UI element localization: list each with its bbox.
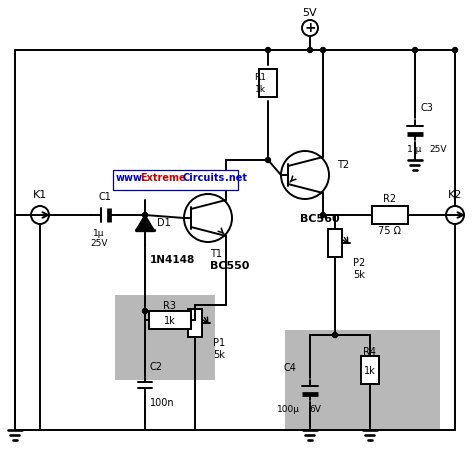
Text: 1k: 1k xyxy=(255,85,266,94)
Text: K1: K1 xyxy=(33,190,47,200)
Text: BC560: BC560 xyxy=(300,214,340,224)
Text: C1: C1 xyxy=(99,192,111,202)
Text: C2: C2 xyxy=(150,362,163,372)
Text: P2: P2 xyxy=(353,258,365,268)
Text: T2: T2 xyxy=(337,160,349,170)
Text: 5V: 5V xyxy=(303,8,317,18)
Bar xyxy=(115,295,215,380)
Text: www.: www. xyxy=(116,173,146,183)
Text: D1: D1 xyxy=(157,218,171,228)
Text: +: + xyxy=(304,21,316,35)
Circle shape xyxy=(320,48,326,53)
Bar xyxy=(361,356,379,384)
Text: 6V: 6V xyxy=(309,405,321,414)
Bar xyxy=(372,206,408,224)
Text: C4: C4 xyxy=(283,363,296,373)
Circle shape xyxy=(453,48,457,53)
Text: 1μ: 1μ xyxy=(93,229,105,238)
Text: 100n: 100n xyxy=(150,398,174,408)
Text: 75 Ω: 75 Ω xyxy=(379,226,401,236)
Circle shape xyxy=(320,212,326,217)
Text: 5k: 5k xyxy=(213,350,225,360)
Bar xyxy=(149,311,191,329)
Circle shape xyxy=(446,206,464,224)
Circle shape xyxy=(281,151,329,199)
Text: R4: R4 xyxy=(364,347,376,357)
Polygon shape xyxy=(136,215,154,230)
Circle shape xyxy=(31,206,49,224)
Circle shape xyxy=(302,20,318,36)
Text: 1k: 1k xyxy=(364,366,376,376)
Text: R3: R3 xyxy=(164,301,176,311)
Text: BC550: BC550 xyxy=(210,261,249,271)
Text: 100μ: 100μ xyxy=(276,405,300,414)
Text: P1: P1 xyxy=(213,338,225,348)
Circle shape xyxy=(332,333,337,338)
Text: K2: K2 xyxy=(448,190,462,200)
Circle shape xyxy=(143,212,147,217)
Circle shape xyxy=(412,48,418,53)
Bar xyxy=(113,170,238,190)
Text: 5k: 5k xyxy=(353,270,365,280)
Text: R1: R1 xyxy=(254,74,266,83)
Text: Circuits: Circuits xyxy=(183,173,225,183)
Circle shape xyxy=(308,48,312,53)
Text: Extreme: Extreme xyxy=(140,173,186,183)
Text: 25V: 25V xyxy=(90,238,108,247)
Circle shape xyxy=(143,308,147,313)
Text: 1 μ: 1 μ xyxy=(407,145,421,154)
Text: T1: T1 xyxy=(210,249,222,259)
Bar xyxy=(328,229,342,257)
Text: R2: R2 xyxy=(383,194,397,204)
Circle shape xyxy=(265,48,271,53)
Circle shape xyxy=(265,158,271,163)
Text: 1N4148: 1N4148 xyxy=(150,255,195,265)
Text: C3: C3 xyxy=(421,103,434,113)
Circle shape xyxy=(184,194,232,242)
Bar xyxy=(285,330,440,430)
Bar xyxy=(188,309,202,337)
Text: 25V: 25V xyxy=(429,145,447,154)
Bar xyxy=(259,69,277,97)
Text: .net: .net xyxy=(225,173,247,183)
Text: 1k: 1k xyxy=(164,316,176,326)
